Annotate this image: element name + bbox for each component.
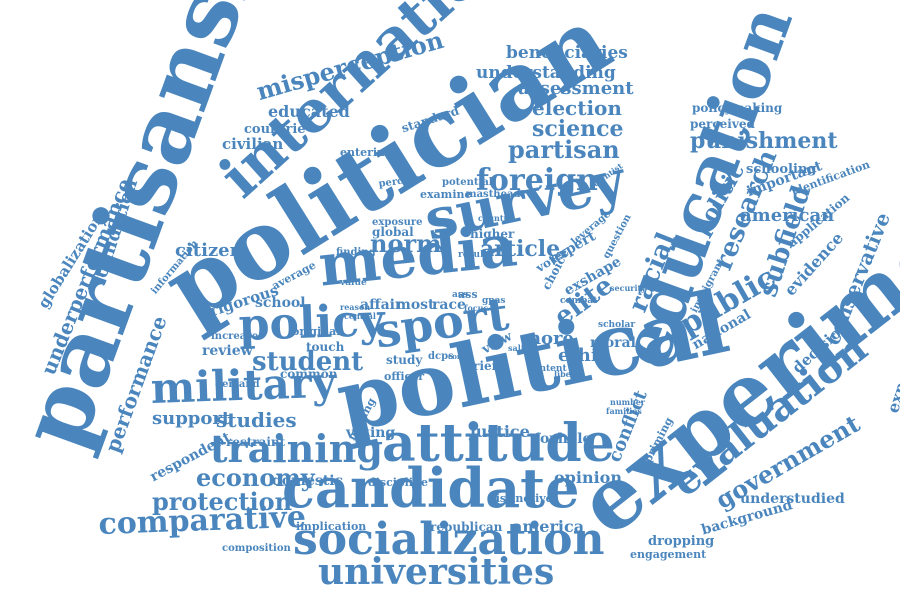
- word-america: america: [512, 517, 585, 536]
- word-socialization: socialization: [293, 514, 605, 565]
- word-entering: entering: [340, 146, 393, 159]
- word-ass: ass: [452, 290, 468, 300]
- word-scholar: scholar: [598, 320, 636, 330]
- word-countrie: countrie: [244, 122, 306, 137]
- word-dropping: dropping: [648, 534, 715, 549]
- word-increase: increase: [211, 331, 259, 342]
- word-salient: salient: [508, 343, 539, 353]
- word-ass: ass: [458, 288, 478, 301]
- word-universities: universities: [318, 551, 555, 592]
- word-number: number: [610, 397, 645, 407]
- word-foxhole: foxhole: [534, 431, 592, 447]
- word-friend: friend: [468, 359, 509, 373]
- word-security: security: [610, 283, 646, 293]
- word-original: original: [292, 325, 341, 338]
- word-studies: studies: [216, 408, 297, 432]
- word-families: families: [606, 406, 642, 416]
- word-demand: demand: [215, 379, 260, 390]
- word-global: global: [372, 225, 414, 239]
- word-distinctive: distinctive: [488, 492, 553, 505]
- word-exposure: exposure: [372, 217, 423, 228]
- word-liberal: liberal: [554, 369, 584, 379]
- word-study: study: [386, 353, 423, 367]
- word-opinion: opinion: [554, 468, 622, 487]
- word-result: result: [458, 250, 488, 260]
- word-article: article: [480, 236, 561, 262]
- word-educated: educated: [268, 102, 350, 121]
- word-combat: combat: [560, 296, 598, 306]
- word-content: content: [528, 364, 567, 374]
- word-touch: touch: [306, 340, 345, 354]
- word-norm: norm: [370, 229, 442, 258]
- word-central: central: [344, 311, 376, 321]
- word-schooling: schooling: [746, 162, 817, 177]
- word-election: election: [532, 96, 622, 120]
- word-american: american: [740, 205, 835, 226]
- word-protection: protection: [152, 487, 293, 516]
- word-school: school: [255, 295, 306, 311]
- word-more: more: [522, 328, 574, 349]
- word-engagement: engagement: [630, 548, 707, 561]
- word-restraint: restraint: [226, 435, 286, 449]
- word-country: country: [478, 213, 513, 223]
- word-student: student: [252, 347, 364, 377]
- word-core: core: [448, 352, 466, 361]
- word-partisan: partisan: [508, 135, 620, 164]
- word-common: common: [280, 367, 338, 381]
- word-policymaking: policymaking: [692, 101, 783, 115]
- word-implication: implication: [296, 520, 367, 533]
- word-moral: moral: [590, 335, 636, 351]
- word-training: training: [210, 426, 383, 471]
- word-examine: examine: [420, 188, 472, 201]
- word-candidate: candidate: [282, 456, 580, 520]
- word-science: science: [532, 116, 624, 142]
- word-most: most: [396, 297, 435, 313]
- word-discipline: discipline: [368, 476, 428, 489]
- word-finding: finding: [336, 247, 376, 258]
- word-potential: potential: [442, 177, 493, 188]
- word-race: race: [432, 297, 466, 313]
- word-masthead: masthead: [466, 189, 521, 200]
- word-support: support: [152, 408, 231, 429]
- word-assessment: assessment: [518, 78, 634, 99]
- word-affair: affair: [360, 297, 403, 313]
- word-gpas: gpas: [482, 296, 506, 306]
- word-foreign: foreign: [476, 163, 598, 198]
- word-composition: composition: [222, 543, 291, 554]
- word-citizen: citizen: [175, 240, 243, 261]
- word-voting: voting: [346, 425, 396, 441]
- word-economy: economy: [196, 463, 315, 492]
- word-review: review: [202, 343, 253, 359]
- word-ethic: ethic: [558, 345, 609, 366]
- word-higher: higher: [470, 227, 515, 241]
- word-civilian: civilian: [222, 135, 284, 153]
- word-attitude: attitude: [382, 413, 615, 474]
- word-republican: republican: [430, 520, 503, 534]
- word-focus: focus: [464, 303, 488, 313]
- word-beneficiaries: beneficiaries: [506, 43, 628, 63]
- word-understanding: understanding: [476, 63, 616, 83]
- word-value: value: [340, 278, 367, 288]
- word-dcps: dcps: [428, 351, 454, 362]
- word-justice: justice: [470, 422, 530, 441]
- word-punishment: punishment: [690, 128, 838, 154]
- word-reason: reason: [340, 302, 371, 312]
- word-perceived: perceived: [690, 117, 755, 131]
- word-domestic: domestic: [272, 473, 344, 489]
- word-understudied: understudied: [740, 491, 845, 507]
- word-officer: officer: [384, 370, 425, 383]
